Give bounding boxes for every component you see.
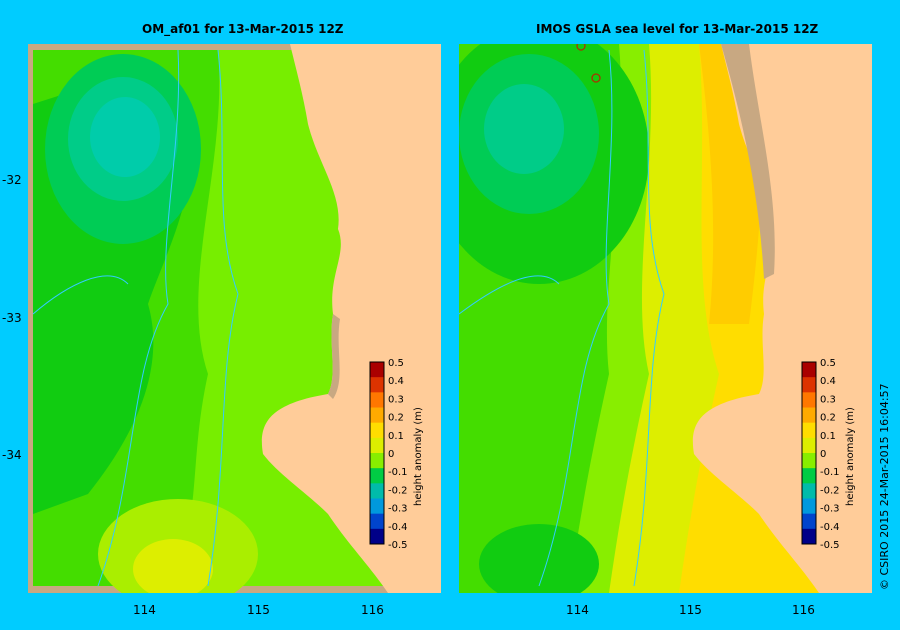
colorbar-swatch [802, 498, 816, 515]
colorbar-tick-label: 0.3 [388, 394, 404, 405]
colorbar-swatch [370, 362, 384, 378]
colorbar-swatch [802, 437, 816, 454]
lon-tick-114-right: 114 [566, 603, 589, 617]
colorbar-tick-label: -0.2 [820, 485, 840, 496]
colorbar-tick-label: -0.5 [820, 540, 840, 551]
colorbar-tick-label: -0.2 [388, 485, 408, 496]
colorbar-tick-label: 0.5 [820, 358, 836, 369]
left-colorbar-label: height anomaly (m) [413, 407, 424, 506]
lon-tick-115-right: 115 [679, 603, 702, 617]
colorbar-tick-label: 0 [388, 449, 394, 460]
colorbar-tick-label: 0.2 [820, 413, 836, 424]
colorbar-frame [801, 361, 817, 545]
colorbar-tick-label: 0.1 [388, 431, 404, 442]
colorbar-tick-label: 0.3 [820, 394, 836, 405]
left-map [28, 44, 441, 593]
colorbar-swatch [370, 377, 384, 393]
colorbar-swatch [802, 377, 816, 393]
colorbar-tick-label: 0.4 [820, 376, 836, 387]
colorbar-tick-label: -0.1 [388, 467, 408, 478]
colorbar-tick-label: -0.4 [820, 522, 840, 533]
colorbar-tick-label: 0.4 [388, 376, 404, 387]
lon-tick-116-right: 116 [792, 603, 815, 617]
colorbar-swatch [802, 392, 816, 408]
left-colorbar: 0.5 0.4 0.3 0.2 0.1 0 -0.1 -0.2 -0.3 -0.4 -0.5 hei… [369, 358, 424, 551]
colorbar-swatch [370, 422, 384, 439]
colorbar-swatch [802, 528, 816, 545]
lon-tick-116-left: 116 [361, 603, 384, 617]
colorbar-swatch [802, 407, 816, 424]
right-colorbar-label: height anomaly (m) [845, 407, 856, 506]
colorbar-tick-label: 0.2 [388, 413, 404, 424]
colorbar-swatch [370, 392, 384, 408]
colorbar-tick-label: -0.4 [388, 522, 408, 533]
lat-tick-34: -34 [2, 448, 22, 462]
colorbar-swatch [370, 407, 384, 424]
right-colorbar: 0.5 0.4 0.3 0.2 0.1 0 -0.1 -0.2 -0.3 -0.4 -0.5 hei… [801, 358, 856, 551]
lon-tick-114-left: 114 [133, 603, 156, 617]
colorbar-swatch [370, 468, 384, 484]
colorbar-swatch [802, 422, 816, 439]
colorbar-swatch [370, 498, 384, 515]
colorbar-swatch [802, 453, 816, 469]
colorbar-swatch [802, 513, 816, 530]
colorbar-tick-label: -0.5 [388, 540, 408, 551]
colorbar-swatch [370, 483, 384, 499]
credit-text: © CSIRO 2015 24-Mar-2015 16:04:57 [878, 383, 891, 590]
colorbar-swatch [370, 453, 384, 469]
colorbar-swatch [802, 468, 816, 484]
colorbar-tick-label: -0.3 [820, 504, 840, 515]
colorbar-tick-label: -0.3 [388, 504, 408, 515]
colorbar-tick-label: -0.1 [820, 467, 840, 478]
colorbar-tick-label: 0 [820, 449, 826, 460]
lat-tick-33: -33 [2, 311, 22, 325]
colorbar-swatch [370, 528, 384, 545]
right-panel-title: IMOS GSLA sea level for 13-Mar-2015 12Z [536, 22, 819, 36]
lat-tick-32: -32 [2, 173, 22, 187]
colorbar-tick-label: 0.5 [388, 358, 404, 369]
colorbar-frame [369, 361, 385, 545]
colorbar-swatch [802, 362, 816, 378]
colorbar-swatch [802, 483, 816, 499]
colorbar-swatch [370, 513, 384, 530]
left-map-panel [28, 44, 441, 593]
left-panel-title: OM_af01 for 13-Mar-2015 12Z [142, 22, 344, 36]
colorbar-swatch [370, 437, 384, 454]
right-map [459, 44, 872, 593]
colorbar-tick-label: 0.1 [820, 431, 836, 442]
right-map-panel [459, 44, 872, 593]
lon-tick-115-left: 115 [247, 603, 270, 617]
